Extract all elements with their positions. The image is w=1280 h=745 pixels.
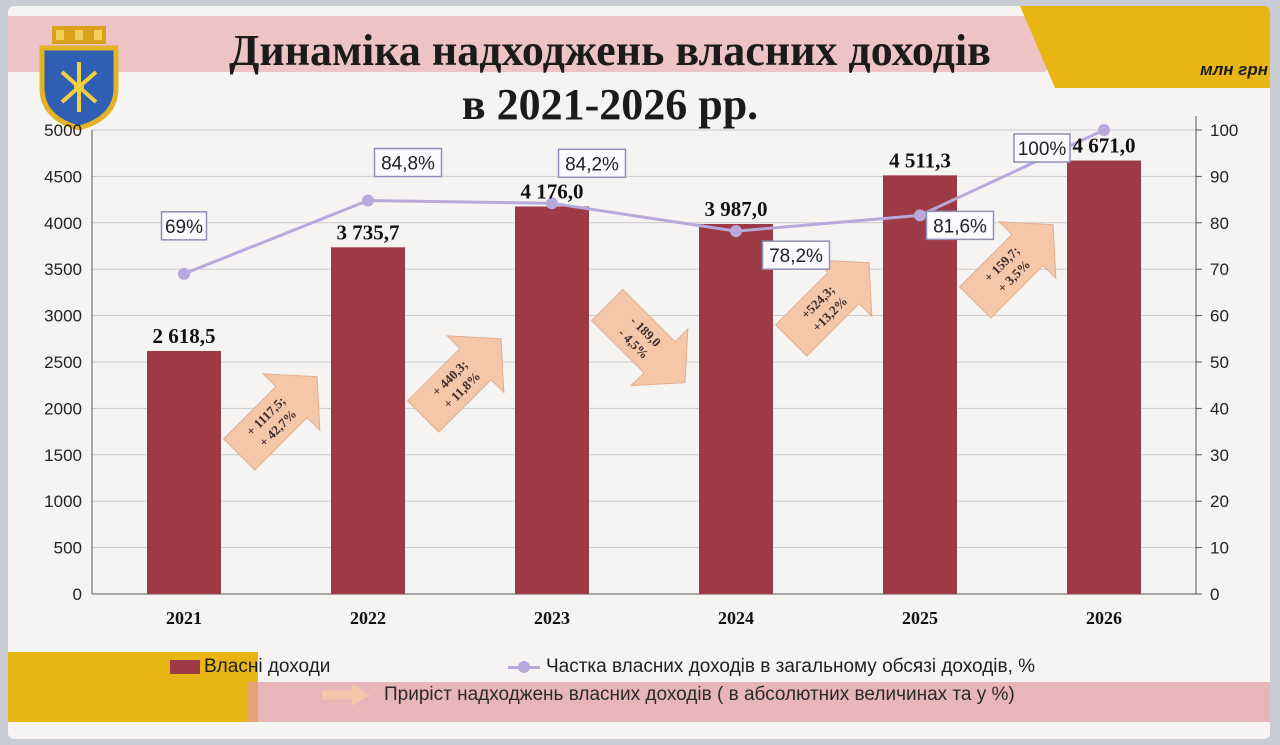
share-point (914, 209, 926, 222)
y-left-tick-label: 1000 (44, 492, 82, 511)
bar (515, 206, 589, 594)
x-tick-label: 2025 (902, 608, 938, 628)
share-point (362, 194, 374, 207)
growth-arrow-shape (590, 288, 689, 387)
share-label-box (557, 148, 627, 179)
bar (147, 351, 221, 594)
y-right-tick-label: 70 (1210, 260, 1229, 279)
legend-arrow-label: Приріст надходжень власних доходів ( в а… (384, 684, 1015, 705)
y-right-tick-label: 40 (1210, 399, 1229, 418)
bar (1067, 160, 1141, 595)
bar (699, 224, 773, 594)
bottom-band-gold (8, 652, 258, 722)
share-line (183, 128, 1105, 276)
y-left-tick-label: 0 (73, 585, 82, 604)
share-value-label: 84,8% (381, 154, 435, 175)
data-labels: 2 618,5 3 735,7 4 176,0 3 987,0 4 511,3 4 671… (153, 133, 1136, 348)
y-left-tick-label: 4500 (44, 167, 82, 186)
legend-arrow: Приріст надходжень власних доходів ( в а… (322, 684, 1015, 706)
x-tick-label: 2021 (166, 608, 202, 628)
x-tick-label: 2024 (718, 608, 754, 628)
x-tick-label: 2023 (534, 608, 570, 628)
y-right-tick-label: 10 (1210, 539, 1229, 558)
chart-title: Динаміка надходжень власних доходів в 20… (150, 24, 1070, 132)
y-left-tick-label: 5000 (44, 121, 82, 140)
bar-value-label: 4 511,3 (889, 148, 951, 172)
share-value-label: 84,2% (565, 154, 619, 175)
y-left-tick-label: 2500 (44, 353, 82, 372)
title-line-2: в 2021-2026 рр. (461, 80, 759, 129)
bar-series (147, 160, 1141, 595)
bar-value-label: 3 735,7 (337, 220, 400, 244)
growth-arrow-shape (222, 373, 321, 471)
legend-line-swatch (508, 660, 540, 673)
share-label-box (761, 240, 831, 270)
y-right-tick-label: 90 (1210, 167, 1229, 186)
share-point (1098, 124, 1110, 136)
y-left-tick-label: 4000 (44, 214, 82, 233)
bar-value-label: 4 176,0 (521, 179, 584, 203)
y-left-tick-label: 500 (54, 539, 82, 558)
share-line-series (178, 124, 1110, 280)
y-right-tick-label: 20 (1210, 492, 1229, 511)
growth-arrow-shape (958, 221, 1057, 319)
bar (331, 247, 405, 595)
share-value-label: 78,2% (769, 246, 823, 267)
legend-bars-label: Власні доходи (204, 656, 331, 677)
bar (883, 175, 957, 594)
legend-line: Частка власних доходів в загальному обся… (508, 656, 1035, 678)
unit-label: млн грн (1200, 60, 1268, 79)
y-right-tick-label: 30 (1210, 446, 1229, 465)
y-left-tick-label: 2000 (44, 399, 82, 418)
top-ribbon-pink (8, 16, 1088, 72)
legend-bar-swatch (170, 660, 200, 674)
y-left-tick-label: 3000 (44, 307, 82, 326)
y-right-tick-label: 0 (1210, 585, 1219, 604)
top-ribbon-gold (1020, 6, 1270, 88)
growth-arrow-shape (774, 259, 873, 357)
legend-bars: Власні доходи (170, 656, 330, 678)
y-left-tick-label: 3500 (44, 260, 82, 279)
legend-arrow-swatch (322, 684, 370, 706)
growth-arrow: + 159,7;+ 3,5% (958, 221, 1057, 319)
bar-value-label: 3 987,0 (705, 197, 768, 221)
growth-arrow-shape (406, 335, 505, 433)
coat-of-arms-icon (39, 26, 119, 130)
y-right-tick-label: 60 (1210, 307, 1229, 326)
growth-arrow: + 440,3;+ 11,8% (406, 335, 505, 433)
title-line-1: Динаміка надходжень власних доходів (229, 26, 991, 75)
y-left-tick-label: 1500 (44, 446, 82, 465)
bottom-band-pink (248, 682, 1270, 722)
growth-arrow: +524,3;+13,2% (774, 259, 873, 357)
share-label-box (925, 210, 995, 241)
share-value-label: 81,6% (933, 216, 987, 237)
share-point (730, 225, 742, 238)
share-label-box (1013, 133, 1071, 163)
legend-line-label: Частка власних доходів в загальному обся… (546, 656, 1036, 677)
y-right-tick-label: 80 (1210, 214, 1229, 233)
x-tick-label: 2026 (1086, 608, 1122, 628)
x-tick-label: 2022 (350, 608, 386, 628)
growth-arrow: - 189,0- 4,5% (590, 288, 689, 387)
share-label-box (373, 147, 443, 178)
growth-arrow: + 1117,5;+ 42,7% (222, 373, 321, 471)
share-label-box (160, 211, 208, 241)
y-right-tick-label: 50 (1210, 353, 1229, 372)
share-point (546, 197, 558, 210)
axes: 0500100015002000250030003500400045005000… (44, 116, 1238, 628)
bar-value-label: 4 671,0 (1073, 134, 1136, 158)
share-point (178, 267, 190, 280)
share-value-label: 69% (165, 217, 203, 238)
slide (8, 6, 1270, 739)
bar-value-label: 2 618,5 (153, 324, 216, 348)
y-right-tick-label: 100 (1210, 121, 1238, 140)
share-value-label: 100% (1018, 139, 1067, 160)
